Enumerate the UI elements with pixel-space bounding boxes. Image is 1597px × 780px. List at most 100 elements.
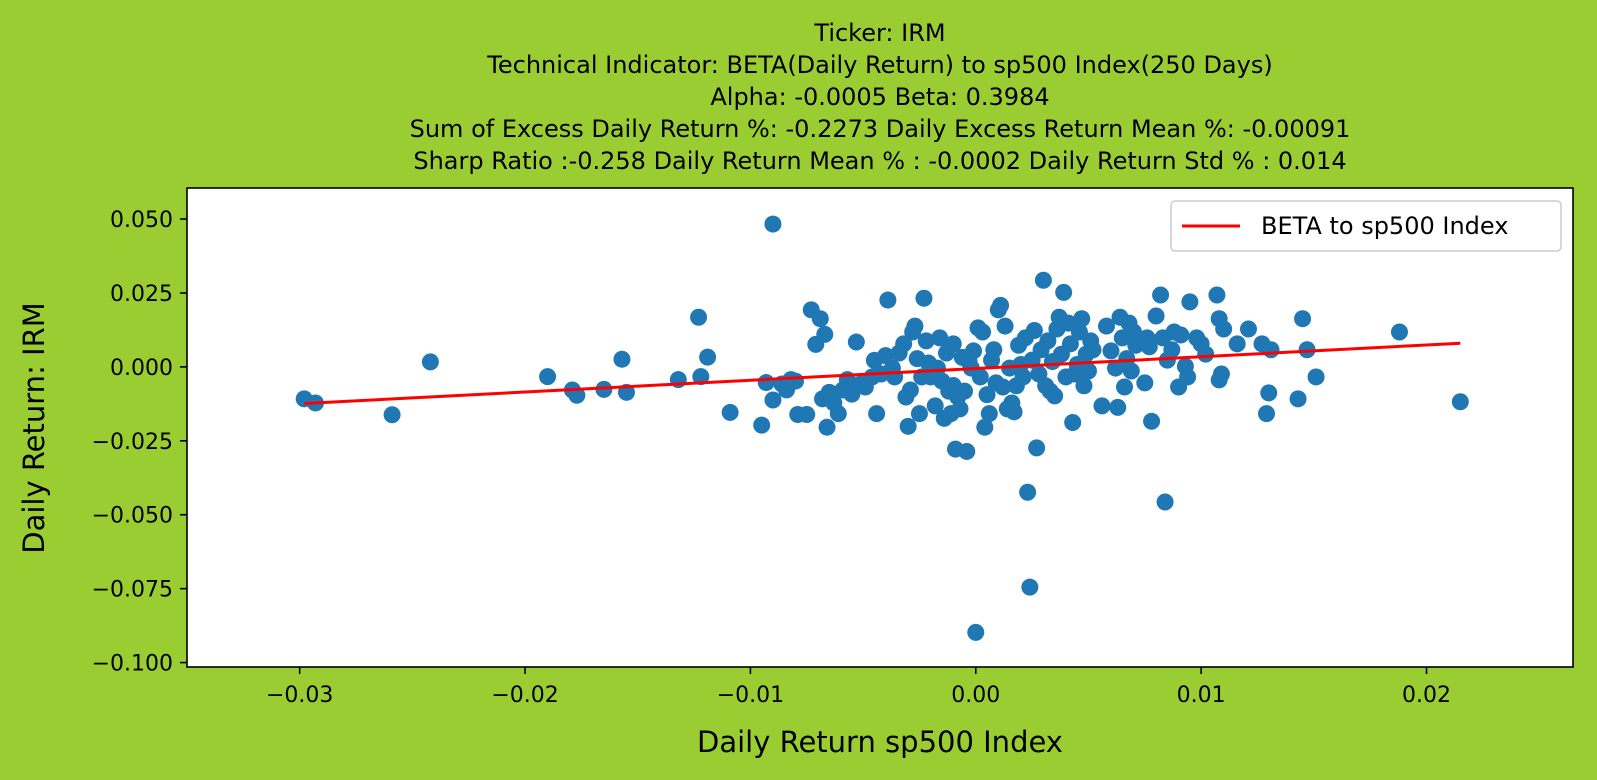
y-axis: 0.050 0.025 0.000 −0.025 −0.050 −0.075 −0.100 <box>92 208 187 677</box>
scatter-point <box>1046 387 1064 405</box>
x-axis: −0.03 −0.02 −0.01 0.00 0.01 0.02 <box>266 667 1451 708</box>
scatter-point <box>1102 342 1120 360</box>
scatter-point <box>967 623 985 641</box>
scatter-point <box>926 397 944 415</box>
scatter-point <box>928 359 946 377</box>
x-tick-label: 0.01 <box>1177 683 1226 708</box>
scatter-point <box>1163 341 1181 359</box>
scatter-point <box>692 368 710 386</box>
scatter-point <box>798 405 816 423</box>
scatter-point <box>613 350 631 368</box>
scatter-point <box>917 332 935 350</box>
scatter-point <box>786 372 804 390</box>
x-tick-label: −0.03 <box>266 683 333 708</box>
scatter-point <box>958 442 976 460</box>
scatter-point <box>829 405 847 423</box>
scatter-point <box>877 347 895 365</box>
scatter-point <box>757 374 775 392</box>
scatter-point <box>721 403 739 421</box>
scatter-point <box>1390 323 1408 341</box>
scatter-point <box>996 317 1014 335</box>
scatter-point <box>539 368 557 386</box>
y-tick-label: −0.075 <box>92 578 173 603</box>
scatter-point <box>816 325 834 343</box>
scatter-point <box>1061 335 1079 353</box>
scatter-point <box>1156 493 1174 511</box>
scatter-point <box>1260 384 1278 402</box>
y-tick-label: −0.025 <box>92 430 173 455</box>
scatter-point <box>1152 286 1170 304</box>
legend-box <box>1170 200 1562 252</box>
scatter-point <box>699 348 717 366</box>
scatter-point <box>1084 341 1102 359</box>
scatter-point <box>944 335 962 353</box>
scatter-point <box>1147 307 1165 325</box>
scatter-point <box>1208 286 1226 304</box>
scatter-point <box>1140 338 1158 356</box>
scatter-point <box>1197 345 1215 363</box>
scatter-point <box>1005 403 1023 421</box>
plot-area <box>187 188 1573 667</box>
scatter-point <box>965 342 983 360</box>
scatter-point <box>764 215 782 233</box>
scatter-point <box>1021 578 1039 596</box>
scatter-point <box>1079 362 1097 380</box>
scatter-point <box>980 405 998 423</box>
scatter-point <box>978 386 996 404</box>
y-tick-label: 0.000 <box>110 356 173 381</box>
y-tick-label: 0.050 <box>110 208 173 233</box>
title-line: Ticker: IRM <box>813 19 945 47</box>
scatter-point <box>1258 405 1276 423</box>
scatter-point <box>985 341 1003 359</box>
scatter-point <box>1093 397 1111 415</box>
title-line: Sum of Excess Daily Return %: -0.2273 Da… <box>410 115 1351 143</box>
scatter-point <box>1055 283 1073 301</box>
scatter-point <box>1034 271 1052 289</box>
scatter-point <box>910 405 928 423</box>
scatter-point <box>895 335 913 353</box>
scatter-point <box>899 417 917 435</box>
scatter-point <box>764 391 782 409</box>
y-tick-label: −0.050 <box>92 504 173 529</box>
x-axis-label: Daily Return sp500 Index <box>697 725 1063 759</box>
legend: BETA to sp500 Index <box>1170 200 1562 252</box>
chart-title: Ticker: IRM Technical Indicator: BETA(Dai… <box>410 19 1351 175</box>
y-tick-label: −0.100 <box>92 652 173 677</box>
title-line: Alpha: -0.0005 Beta: 0.3984 <box>710 83 1049 111</box>
scatter-point <box>956 382 974 400</box>
y-axis-label: Daily Return: IRM <box>17 302 51 554</box>
scatter-point <box>1014 368 1032 386</box>
title-line: Technical Indicator: BETA(Daily Return) … <box>486 51 1272 79</box>
scatter-point <box>1289 390 1307 408</box>
scatter-point <box>974 323 992 341</box>
y-tick-label: 0.025 <box>110 282 173 307</box>
line-layer <box>304 341 1461 406</box>
scatter-point <box>1019 483 1037 501</box>
scatter-point <box>1107 359 1125 377</box>
scatter-point <box>1215 320 1233 338</box>
scatter-point <box>1136 374 1154 392</box>
scatter-point <box>1307 368 1325 386</box>
scatter-point <box>1122 362 1140 380</box>
x-tick-label: 0.00 <box>951 683 1000 708</box>
scatter-point <box>1172 326 1190 344</box>
scatter-point <box>992 296 1010 314</box>
points-layer <box>295 215 1469 641</box>
scatter-point <box>1143 412 1161 430</box>
scatter-point <box>1239 320 1257 338</box>
scatter-point <box>1262 341 1280 359</box>
scatter-point <box>1075 377 1093 395</box>
scatter-point <box>868 405 886 423</box>
scatter-point <box>383 406 401 424</box>
scatter-point <box>1097 317 1115 335</box>
scatter-point <box>811 310 829 328</box>
x-tick-label: −0.02 <box>491 683 558 708</box>
scatter-point <box>976 418 994 436</box>
scatter-point <box>1073 310 1091 328</box>
scatter-point <box>421 353 439 371</box>
scatter-point <box>951 400 969 418</box>
x-tick-label: −0.01 <box>717 683 784 708</box>
scatter-point <box>994 378 1012 396</box>
x-tick-label: 0.02 <box>1402 683 1451 708</box>
